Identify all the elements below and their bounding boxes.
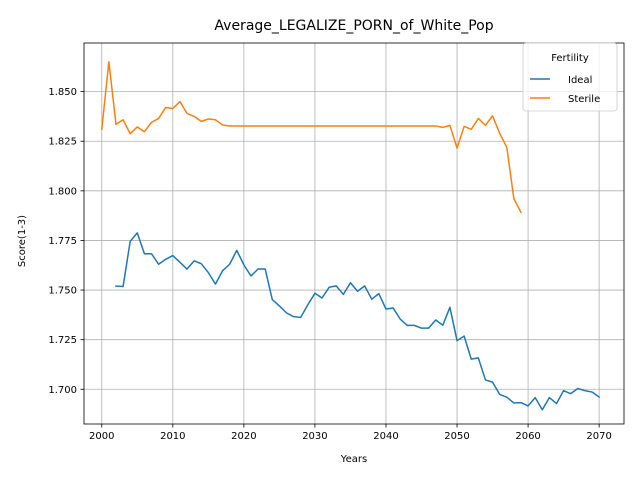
x-tick-label: 2040	[373, 431, 398, 442]
plot-area: 2000 2010 2020 2030 2040 2050 2060 2070 1.7001.…	[48, 42, 625, 442]
chart-title: Average_LEGALIZE_PORN_of_White_Pop	[214, 18, 493, 34]
legend-title: Fertility	[551, 53, 589, 64]
y-tick-label: 1.750	[48, 286, 77, 297]
x-tick-label: 2030	[302, 431, 327, 442]
legend-label-sterile: Sterile	[568, 94, 600, 105]
legend-label-ideal: Ideal	[568, 75, 592, 86]
series-line-sterile	[100, 61, 522, 214]
axes-frame	[83, 42, 625, 425]
x-tick-label: 2050	[444, 431, 469, 442]
series-line-ideal	[115, 232, 601, 411]
x-axis-label: Years	[340, 454, 367, 465]
x-tick-label: 2000	[89, 431, 114, 442]
y-axis-label: Score(1-3)	[17, 215, 28, 267]
x-tick-label: 2070	[586, 431, 611, 442]
legend-box	[522, 42, 618, 112]
y-tick-label: 1.825	[48, 137, 77, 148]
legend: Fertility Ideal Sterile	[522, 42, 618, 112]
y-tick-label: 1.725	[48, 335, 77, 346]
x-tick-label: 2010	[160, 431, 185, 442]
x-axis-ticks: 2000 2010 2020 2030 2040 2050 2060 2070	[89, 424, 612, 442]
x-tick-label: 2020	[231, 431, 256, 442]
y-tick-label: 1.775	[48, 236, 77, 247]
series-lines	[100, 61, 601, 411]
y-tick-label: 1.850	[48, 87, 77, 98]
x-tick-label: 2060	[515, 431, 540, 442]
y-tick-label: 1.800	[48, 186, 77, 197]
y-tick-label: 1.700	[48, 385, 77, 396]
y-axis-ticks: 1.700 1.725 1.750 1.775 1.800 1.825 1.850	[48, 87, 84, 396]
